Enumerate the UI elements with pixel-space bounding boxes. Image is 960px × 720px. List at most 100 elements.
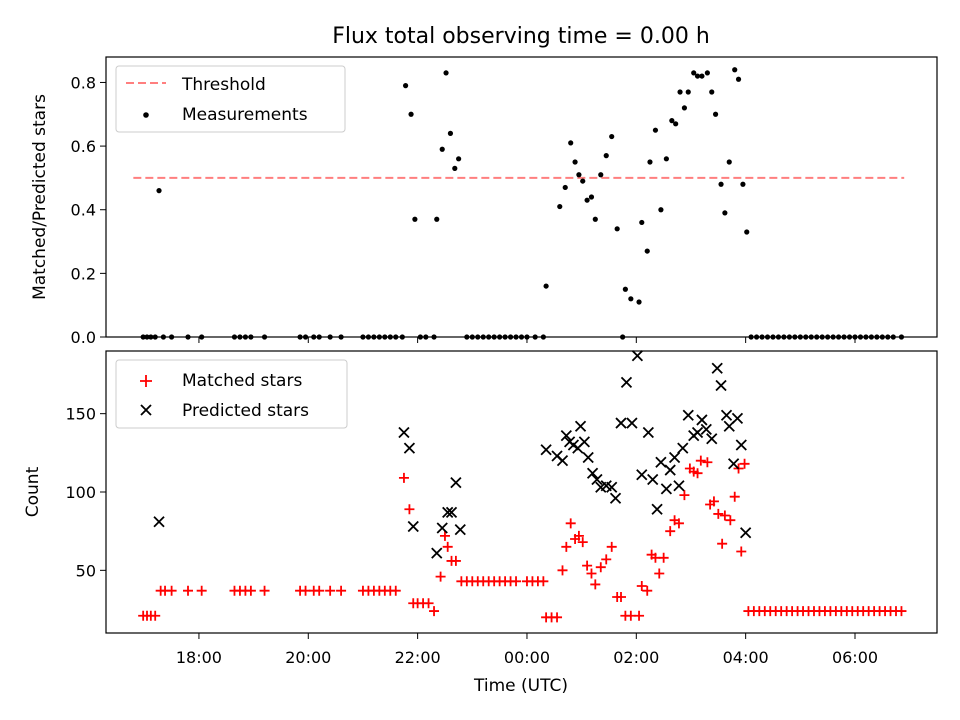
predicted-stars-point bbox=[660, 483, 673, 495]
measurement-point bbox=[557, 203, 563, 210]
matched-stars-point bbox=[404, 504, 415, 515]
x-tick-label: 00:00 bbox=[504, 648, 550, 667]
measurement-point bbox=[614, 226, 620, 232]
top-y-tick-label: 0.8 bbox=[71, 73, 96, 92]
top-y-tick-label: 0.6 bbox=[71, 137, 96, 156]
matched-stars-point bbox=[561, 541, 572, 552]
x-tick-label: 18:00 bbox=[176, 648, 222, 667]
predicted-stars-point bbox=[711, 362, 723, 374]
measurement-point bbox=[447, 130, 454, 136]
measurement-point bbox=[740, 181, 746, 187]
measurement-point bbox=[658, 207, 664, 213]
x-tick-label: 06:00 bbox=[832, 648, 878, 667]
matched-stars-point bbox=[573, 530, 584, 541]
measurement-point bbox=[709, 89, 715, 95]
predicted-stars-point bbox=[620, 376, 633, 388]
matched-stars-point bbox=[679, 490, 690, 501]
predicted-stars-point bbox=[647, 473, 659, 486]
matched-stars-point bbox=[439, 530, 450, 541]
matched-stars-point bbox=[719, 510, 730, 521]
predicted-stars-point bbox=[706, 433, 718, 445]
matched-stars-point bbox=[606, 541, 617, 552]
predicted-stars-point bbox=[631, 350, 644, 362]
measurement-point bbox=[718, 181, 724, 187]
matched-stars-point bbox=[390, 585, 401, 596]
measurement-point bbox=[704, 70, 710, 76]
matched-stars-point bbox=[736, 546, 747, 557]
matched-stars-point bbox=[713, 508, 724, 519]
measurement-point bbox=[156, 188, 162, 194]
bottom-y-tick-label: 50 bbox=[76, 561, 96, 580]
bottom-legend-box bbox=[115, 359, 348, 429]
matched-stars-point bbox=[692, 468, 703, 479]
predicted-stars-point bbox=[431, 547, 443, 559]
predicted-stars-point bbox=[578, 436, 591, 448]
measurement-point bbox=[639, 219, 645, 226]
matched-stars-point bbox=[577, 537, 588, 548]
measurement-point bbox=[673, 121, 679, 127]
measurement-point bbox=[685, 89, 691, 95]
matched-stars-point bbox=[634, 610, 645, 621]
matched-stars-point bbox=[642, 585, 653, 596]
legend-measurements-label: Measurements bbox=[182, 105, 308, 125]
predicted-stars-point bbox=[615, 417, 627, 429]
predicted-stars-point bbox=[398, 426, 410, 439]
x-axis-label: Time (UTC) bbox=[473, 676, 568, 696]
measurement-point bbox=[568, 140, 574, 146]
matched-stars-point bbox=[695, 455, 706, 466]
measurement-point bbox=[694, 73, 701, 79]
matched-stars-point bbox=[739, 458, 750, 469]
measurement-point bbox=[562, 184, 568, 191]
count-panel: Count Time (UTC) 50 100 150 18:00 20:00 22:00… bbox=[23, 350, 938, 696]
measurement-point bbox=[681, 105, 688, 111]
matched-stars-point bbox=[636, 581, 647, 591]
top-plot-area: 0.0 0.2 0.4 0.6 0.8 bbox=[71, 67, 905, 347]
top-y-tick-label: 0.4 bbox=[71, 201, 96, 220]
matched-stars-point bbox=[325, 585, 336, 596]
matched-stars-point bbox=[552, 612, 563, 623]
predicted-stars-point bbox=[636, 469, 648, 481]
bottom-plot-area: 50 100 150 18:00 20:00 22:00 00:00 02:00 04:00 06… bbox=[65, 350, 907, 667]
measurement-point bbox=[609, 133, 615, 140]
bottom-y-tick-label: 150 bbox=[65, 405, 96, 424]
matched-stars-point bbox=[511, 576, 522, 587]
matched-stars-point bbox=[729, 491, 740, 502]
matched-stars-point bbox=[450, 555, 461, 566]
measurement-point bbox=[735, 76, 742, 82]
predicted-stars-point bbox=[407, 520, 419, 533]
matched-stars-point bbox=[702, 457, 713, 468]
measurement-point bbox=[699, 73, 705, 79]
matched-stars-point bbox=[595, 562, 606, 573]
measurement-point bbox=[439, 146, 445, 152]
predicted-stars-point bbox=[642, 426, 654, 439]
measurement-point bbox=[636, 299, 642, 305]
predicted-stars-point bbox=[606, 481, 618, 493]
matched-stars-point bbox=[717, 538, 728, 549]
matched-stars-point bbox=[590, 579, 601, 590]
legend-predicted-label: Predicted stars bbox=[182, 401, 309, 421]
predicted-stars-point bbox=[556, 455, 569, 467]
matched-stars-point bbox=[665, 526, 676, 537]
matched-stars-point bbox=[896, 606, 907, 617]
measurement-point bbox=[652, 127, 659, 133]
measurement-point bbox=[712, 111, 719, 117]
matched-stars-point bbox=[708, 496, 719, 507]
predicted-stars-point bbox=[715, 379, 727, 392]
chart-title: Flux total observing time = 0.00 h bbox=[332, 24, 710, 49]
predicted-stars-point bbox=[740, 527, 752, 539]
predicted-stars-point bbox=[651, 503, 663, 515]
matched-stars-point bbox=[183, 585, 194, 596]
predicted-stars-point bbox=[540, 444, 552, 456]
measurement-point bbox=[584, 197, 590, 203]
measurement-point bbox=[452, 165, 458, 171]
matched-stars-point bbox=[150, 610, 161, 621]
measurement-point bbox=[744, 229, 750, 235]
matched-stars-point bbox=[586, 568, 597, 579]
predicted-stars-point bbox=[403, 442, 416, 454]
matched-stars-point bbox=[538, 576, 549, 587]
predicted-stars-point bbox=[626, 417, 638, 429]
legend-matched-swatch bbox=[140, 375, 152, 387]
measurement-point bbox=[592, 216, 598, 222]
measurement-point bbox=[456, 156, 462, 162]
